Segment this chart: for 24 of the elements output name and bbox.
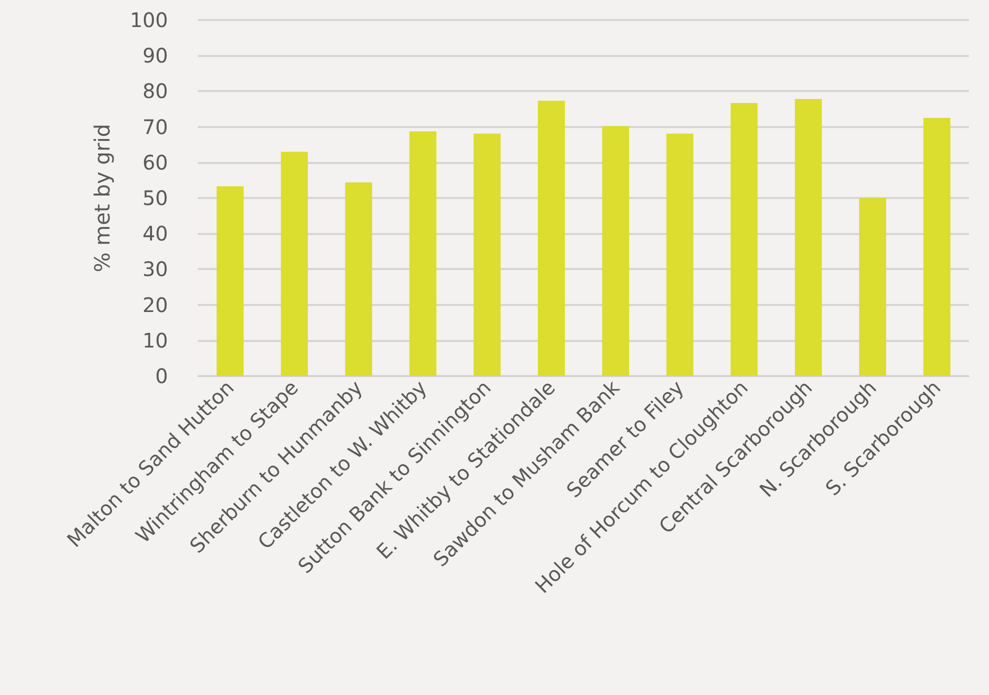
bar xyxy=(923,118,950,376)
bar xyxy=(602,126,630,376)
y-tick-label: 100 xyxy=(130,8,168,32)
y-tick-label: 50 xyxy=(142,186,168,210)
y-tick-label: 70 xyxy=(142,114,168,139)
y-tick-label: 80 xyxy=(142,79,168,104)
y-tick-label: 30 xyxy=(142,257,168,282)
bar xyxy=(409,131,436,376)
y-tick-label: 60 xyxy=(142,150,168,174)
y-tick-label: 10 xyxy=(142,328,168,352)
y-tick-label: 40 xyxy=(142,222,168,246)
bar xyxy=(730,102,758,376)
y-tick-label: 90 xyxy=(142,44,168,68)
bar xyxy=(538,100,565,376)
bar xyxy=(794,99,822,376)
y-axis-title: % met by grid xyxy=(90,124,114,272)
bar xyxy=(474,134,501,376)
bar xyxy=(216,186,244,376)
bar xyxy=(280,152,308,376)
bar xyxy=(666,134,694,376)
y-tick-label: 0 xyxy=(155,364,168,388)
bar xyxy=(345,182,372,376)
bar xyxy=(859,198,886,376)
y-tick-label: 20 xyxy=(142,292,168,317)
